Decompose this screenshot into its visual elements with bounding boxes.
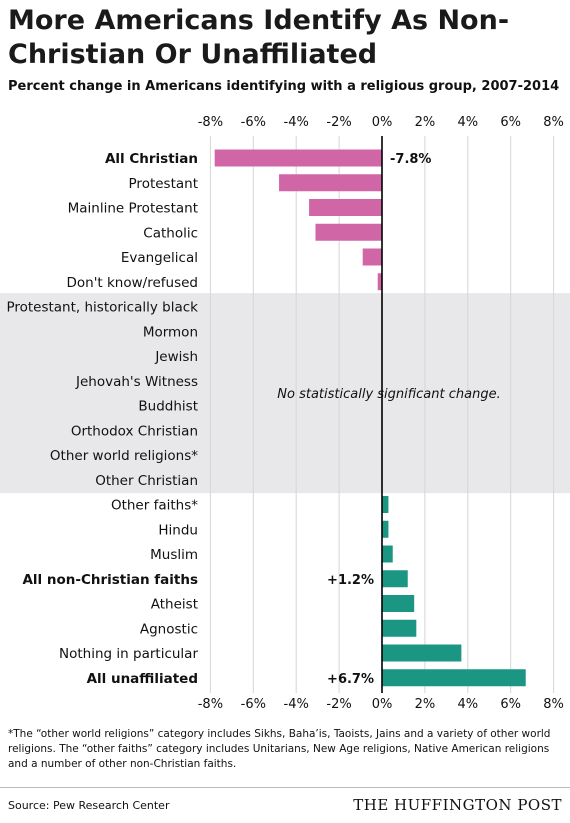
x-tick-label-top: 6% <box>500 115 521 130</box>
category-label: Hindu <box>158 522 198 538</box>
footer-divider <box>0 787 570 788</box>
x-tick-label-bottom: -8% <box>198 697 223 712</box>
category-label: Other faiths* <box>111 498 198 514</box>
category-label: Other Christian <box>95 473 198 489</box>
bar <box>377 273 382 291</box>
category-label: Jewish <box>154 349 198 365</box>
bar <box>315 223 382 241</box>
bar <box>382 644 462 662</box>
bar <box>382 669 526 687</box>
bar <box>382 520 389 538</box>
category-label: Protestant, historically black <box>6 300 198 316</box>
data-label: +1.2% <box>327 573 374 588</box>
data-label: -7.8% <box>390 152 431 167</box>
x-tick-label-top: 0% <box>372 115 393 130</box>
x-tick-label-bottom: -4% <box>284 697 309 712</box>
bar <box>362 248 382 266</box>
bar <box>382 595 415 612</box>
category-label: Muslim <box>150 547 198 563</box>
footnote: *The “other world religions” category in… <box>8 728 551 770</box>
bar <box>382 496 389 513</box>
category-label: All Christian <box>105 151 198 167</box>
category-label: Evangelical <box>121 250 198 266</box>
bar-chart: -8% -8% -6% -6% -4% -4% -2% -2% 0% 0% 2% 2% 4% 4% 6% 6%… <box>0 115 570 712</box>
category-label: Nothing in particular <box>59 646 198 662</box>
no-change-note: No statistically significant change. <box>277 387 500 402</box>
source-credit: Source: Pew Research Center <box>8 799 170 812</box>
category-label: All unaffiliated <box>87 671 198 687</box>
x-tick-label-top: 2% <box>415 115 436 130</box>
category-label: Catholic <box>143 225 198 241</box>
bar <box>382 619 417 637</box>
no-change-band <box>0 293 570 494</box>
bar <box>382 545 393 563</box>
x-tick-label-bottom: 2% <box>415 697 436 712</box>
bar <box>214 149 382 167</box>
x-tick-label-bottom: 6% <box>500 697 521 712</box>
publisher-logo: THE HUFFINGTON POST <box>353 796 562 814</box>
category-label: Don't know/refused <box>66 275 198 291</box>
category-label: Atheist <box>151 597 198 613</box>
x-tick-label-bottom: 4% <box>457 697 478 712</box>
x-tick-label-top: -8% <box>198 115 223 130</box>
x-tick-label-bottom: 8% <box>543 697 564 712</box>
x-tick-label-top: -4% <box>284 115 309 130</box>
x-tick-label-bottom: -2% <box>326 697 351 712</box>
bar <box>382 570 408 588</box>
data-label: +6.7% <box>327 672 374 687</box>
x-tick-label-top: 8% <box>543 115 564 130</box>
category-label: Buddhist <box>138 399 198 415</box>
category-label: Other world religions* <box>50 448 198 464</box>
chart-subtitle: Percent change in Americans identifying … <box>8 79 560 94</box>
x-tick-label-top: 4% <box>457 115 478 130</box>
x-tick-label-bottom: -6% <box>241 697 266 712</box>
category-label: All non-Christian faiths <box>22 572 198 588</box>
bar <box>279 174 382 192</box>
category-label: Protestant <box>129 176 198 192</box>
category-label: Agnostic <box>140 621 198 637</box>
x-tick-label-top: -2% <box>326 115 351 130</box>
x-tick-label-bottom: 0% <box>372 697 393 712</box>
category-label: Mainline Protestant <box>68 201 198 217</box>
bar <box>309 199 382 216</box>
chart-title: More Americans Identify As Non-Christian… <box>8 5 510 70</box>
x-tick-label-top: -6% <box>241 115 266 130</box>
category-label: Orthodox Christian <box>71 423 198 439</box>
category-label: Jehovah's Witness <box>75 374 198 390</box>
category-label: Mormon <box>143 324 198 340</box>
